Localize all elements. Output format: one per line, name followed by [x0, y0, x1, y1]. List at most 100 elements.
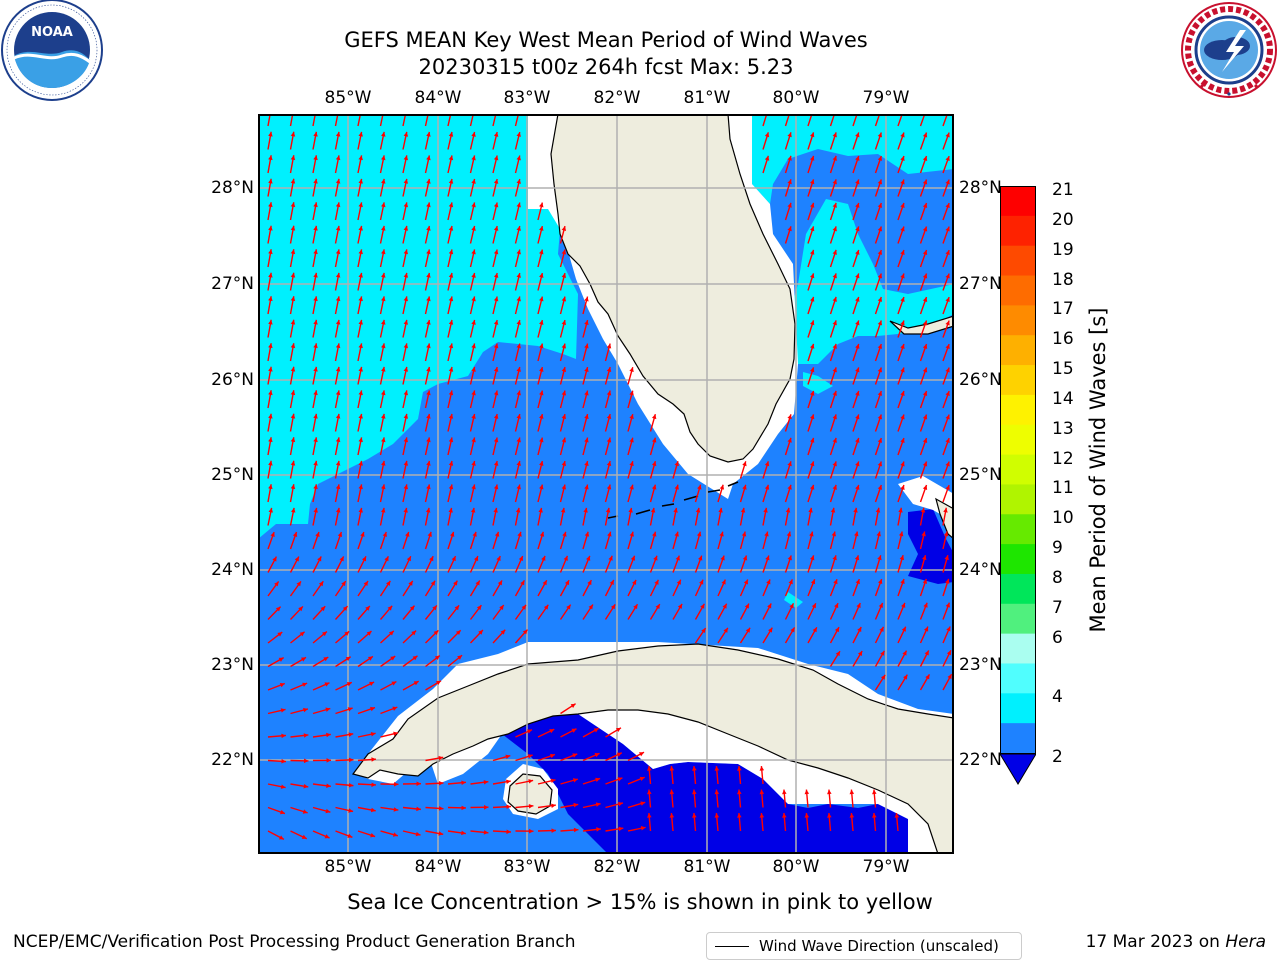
wave-direction-arrowhead	[922, 344, 928, 349]
wave-direction-arrowhead	[499, 605, 504, 610]
wave-direction-arrowhead	[381, 249, 386, 255]
wave-direction-arrowhead	[516, 202, 521, 208]
wave-direction-arrowhead	[697, 484, 702, 490]
wave-direction-arrowhead	[268, 178, 273, 184]
wave-direction-arrowhead	[587, 580, 592, 586]
band-4-6-islet-2	[784, 592, 803, 608]
wave-direction-arrow	[492, 114, 497, 127]
wave-direction-arrowhead	[877, 296, 883, 302]
wave-direction-arrowhead	[922, 250, 928, 255]
wave-direction-arrowhead	[596, 827, 601, 832]
wave-direction-arrowhead	[900, 179, 905, 185]
wave-direction-arrowhead	[493, 460, 499, 466]
wave-direction-arrowhead	[313, 178, 318, 184]
colorbar-segment	[1000, 484, 1036, 515]
wave-direction-arrowhead	[945, 367, 950, 373]
wave-direction-arrowhead	[335, 413, 341, 419]
wave-direction-arrowhead	[561, 461, 567, 466]
wave-direction-arrowhead	[268, 202, 273, 208]
wave-direction-arrowhead	[901, 626, 906, 632]
wave-direction-arrowhead	[471, 155, 476, 161]
wave-direction-arrowhead	[290, 507, 296, 513]
wave-direction-arrowhead	[787, 484, 792, 490]
wave-direction-arrowhead	[476, 605, 482, 611]
wave-direction-arrowhead	[268, 225, 273, 231]
wave-direction-arrowhead	[945, 438, 950, 444]
wave-direction-arrowhead	[855, 437, 860, 443]
wave-direction-arrowhead	[391, 681, 397, 686]
wave-direction-arrowhead	[475, 580, 480, 586]
wave-direction-arrowhead	[358, 343, 363, 349]
wave-direction-arrowhead	[570, 703, 576, 709]
wave-direction-arrowhead	[561, 273, 567, 278]
wave-direction-arrowhead	[787, 202, 792, 208]
wave-direction-arrowhead	[810, 484, 815, 490]
wave-direction-arrowhead	[653, 555, 658, 561]
wave-direction-arrowhead	[303, 783, 309, 789]
wave-direction-arrowhead	[358, 413, 363, 419]
wave-direction-arrowhead	[426, 202, 431, 208]
wave-direction-arrowhead	[782, 813, 787, 818]
wave-direction-arrowhead	[855, 414, 860, 420]
wave-direction-arrowhead	[483, 830, 489, 835]
wave-direction-arrowhead	[335, 155, 341, 161]
wave-direction-arrowhead	[324, 682, 330, 687]
wave-direction-arrowhead	[789, 603, 794, 609]
wave-direction-arrowhead	[318, 581, 324, 587]
wave-direction-arrowhead	[281, 759, 286, 764]
wave-direction-arrowhead	[290, 319, 296, 325]
colorbar-tick-label: 17	[1052, 299, 1074, 320]
wave-direction-arrowhead	[335, 507, 341, 513]
wave-direction-arrowhead	[900, 273, 905, 279]
wave-direction-arrowhead	[268, 413, 273, 419]
wave-direction-arrowhead	[832, 320, 837, 326]
wave-direction-arrowhead	[539, 226, 544, 231]
wave-direction-arrowhead	[647, 789, 652, 795]
wave-direction-arrowhead	[922, 156, 928, 161]
wave-direction-arrowhead	[811, 603, 816, 609]
wave-direction-arrowhead	[341, 581, 346, 587]
wave-direction-arrowhead	[790, 627, 795, 633]
wave-direction-arrowhead	[303, 733, 309, 738]
wave-direction-arrowhead	[403, 484, 409, 490]
wave-direction-arrowhead	[629, 414, 634, 420]
wave-direction-arrowhead	[268, 155, 273, 161]
wave-direction-arrowhead	[448, 413, 454, 419]
wave-direction-arrowhead	[529, 828, 534, 834]
wave-direction-arrowhead	[335, 390, 341, 396]
wave-direction-arrowhead	[832, 179, 837, 185]
wave-direction-arrowhead	[358, 225, 363, 231]
wave-direction-arrowhead	[478, 629, 483, 635]
wave-direction-arrowhead	[516, 414, 521, 419]
wave-direction-arrowhead	[920, 507, 926, 513]
wave-direction-arrowhead	[270, 532, 275, 538]
wave-direction-arrowhead	[651, 461, 657, 467]
wave-direction-arrowhead	[290, 225, 296, 231]
wave-direction-arrowhead	[539, 296, 544, 302]
wave-direction-arrowhead	[583, 507, 588, 513]
wave-direction-arrowhead	[313, 249, 318, 255]
wave-direction-arrowhead	[278, 835, 284, 840]
wave-direction-arrowhead	[903, 674, 908, 680]
wave-direction-arrowhead	[426, 155, 431, 161]
wave-direction-arrowhead	[564, 580, 570, 586]
wave-direction-arrowhead	[461, 805, 466, 811]
wave-direction-arrow	[357, 114, 362, 127]
lon-label: 81°W	[683, 857, 731, 877]
wave-direction-arrowhead	[426, 249, 431, 255]
wave-direction-arrowhead	[584, 320, 589, 325]
nws-logo-icon	[1181, 2, 1277, 98]
colorbar-tick-label: 15	[1052, 359, 1074, 380]
wave-direction-arrowhead	[855, 155, 860, 161]
map-panel[interactable]: Wind Wave Direction (unscaled)	[258, 114, 1022, 960]
wave-direction-arrowhead	[313, 343, 318, 349]
wave-direction-arrow	[402, 114, 407, 127]
wave-direction-arrowhead	[290, 178, 296, 184]
wave-direction-arrowhead	[651, 437, 657, 443]
wave-direction-arrowhead	[855, 202, 860, 208]
wave-direction-arrowhead	[408, 580, 413, 586]
wave-direction-arrowhead	[701, 628, 706, 634]
wave-direction-arrowhead	[827, 813, 832, 818]
wave-direction-arrowhead	[381, 460, 386, 466]
wave-direction-arrowhead	[392, 706, 398, 711]
